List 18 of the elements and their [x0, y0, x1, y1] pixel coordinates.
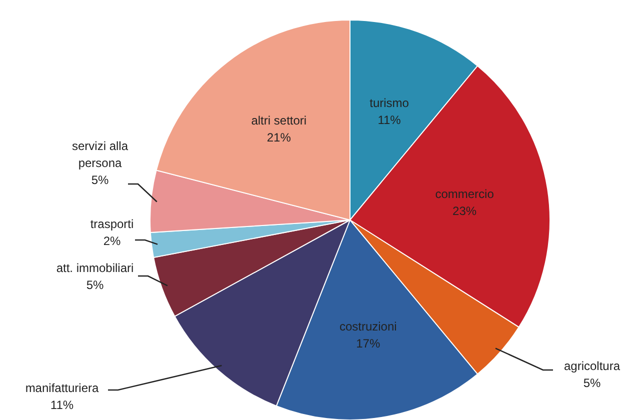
- data-label: 5%: [86, 278, 104, 292]
- data-label: 11%: [378, 112, 402, 127]
- slice-label: manifatturiera: [25, 381, 100, 395]
- slice-label: att. immobiliari: [56, 261, 134, 275]
- slice-label: servizi alla persona: [72, 139, 128, 170]
- data-label: 23%: [452, 204, 477, 218]
- data-label: 5%: [583, 376, 601, 390]
- slice-label: turismo: [370, 96, 410, 110]
- slice-label: altri settori: [251, 113, 307, 128]
- slice-label: agricoltura: [564, 359, 620, 373]
- data-label: 21%: [266, 130, 292, 144]
- slice-label: costruzioni: [339, 320, 397, 334]
- data-label: 11%: [50, 398, 74, 412]
- data-label: 5%: [91, 173, 109, 187]
- slice-label: commercio: [435, 186, 494, 201]
- slice-label: trasporti: [90, 217, 134, 231]
- data-label: 17%: [356, 336, 380, 351]
- data-label: 2%: [103, 234, 121, 248]
